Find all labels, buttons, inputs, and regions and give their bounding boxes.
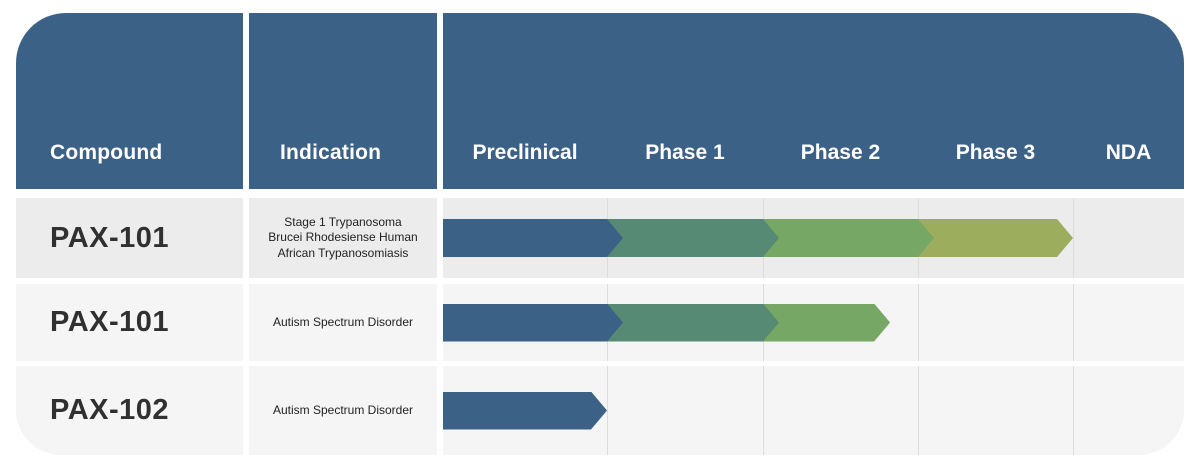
indication-cell: Autism Spectrum Disorder <box>249 284 437 361</box>
header-phases-block: Preclinical Phase 1 Phase 2 Phase 3 NDA <box>443 13 1184 189</box>
arrow-segment-phase2 <box>763 304 890 342</box>
compound-name: PAX-102 <box>50 394 170 426</box>
phase-gridline <box>763 366 764 455</box>
phase-header-nda: NDA <box>1105 141 1152 164</box>
compound-cell: PAX-101 <box>16 284 243 361</box>
phase-gridline <box>1073 198 1074 278</box>
compound-cell: PAX-101 <box>16 198 243 278</box>
arrow-segment-phase2 <box>763 219 934 257</box>
phase-header-phase2: Phase 2 <box>800 141 881 164</box>
phase-header-preclinical: Preclinical <box>472 141 578 164</box>
phase-header-phase3: Phase 3 <box>955 141 1036 164</box>
arrow-segment-phase1 <box>607 304 779 342</box>
compound-name: PAX-101 <box>50 221 170 254</box>
phase-gridline <box>607 366 608 455</box>
phase-track-cell <box>443 366 1184 455</box>
compound-column-header: Compound <box>50 141 163 164</box>
indication-column-header: Indication <box>280 141 382 164</box>
arrow-segment-phase3 <box>918 219 1073 257</box>
arrow-segment-preclinical <box>443 304 623 342</box>
pipeline-row: PAX-102 Autism Spectrum Disorder <box>0 366 1200 455</box>
phase-track-cell <box>443 198 1184 278</box>
phase-gridline <box>1073 284 1074 361</box>
header-compound-block: Compound <box>16 13 243 189</box>
pipeline-row: PAX-101 Stage 1 Trypanosoma Brucei Rhode… <box>0 198 1200 278</box>
compound-cell: PAX-102 <box>16 366 243 455</box>
phase-track-cell <box>443 284 1184 361</box>
pipeline-row: PAX-101 Autism Spectrum Disorder <box>0 284 1200 361</box>
phase-gridline <box>918 366 919 455</box>
arrow-segment-preclinical <box>443 392 607 430</box>
indication-text: Autism Spectrum Disorder <box>272 314 414 329</box>
header-indication-block: Indication <box>249 13 437 189</box>
indication-cell: Autism Spectrum Disorder <box>249 366 437 455</box>
compound-name: PAX-101 <box>50 306 170 338</box>
phase-header-phase1: Phase 1 <box>645 141 725 164</box>
arrow-segment-preclinical <box>443 219 623 257</box>
phase-gridline <box>918 284 919 361</box>
indication-cell: Stage 1 Trypanosoma Brucei Rhodesiense H… <box>249 198 437 278</box>
arrow-segment-phase1 <box>607 219 779 257</box>
indication-text: Autism Spectrum Disorder <box>272 402 414 417</box>
phase-gridline <box>1073 366 1074 455</box>
indication-text: Stage 1 Trypanosoma Brucei Rhodesiense H… <box>268 214 418 260</box>
